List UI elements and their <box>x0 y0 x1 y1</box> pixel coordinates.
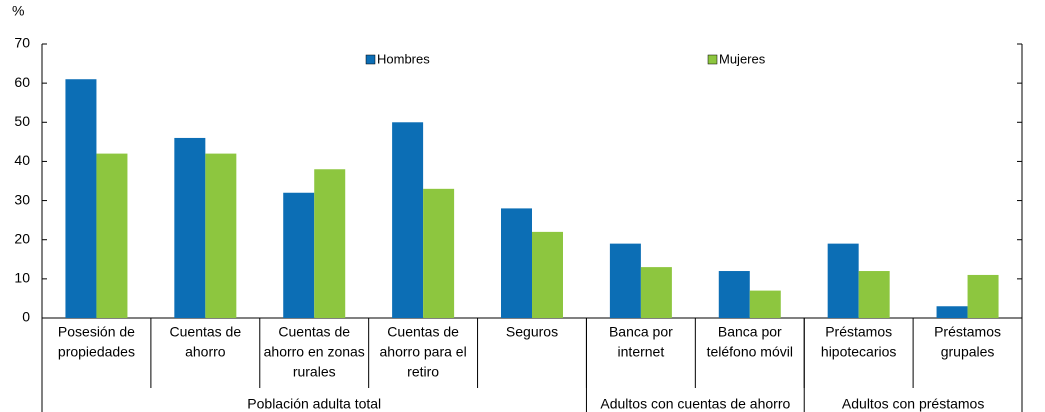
x-tick-label: retiro <box>407 364 439 380</box>
y-tick-label: 50 <box>14 113 30 129</box>
bar <box>501 208 532 318</box>
x-tick-label: Préstamos <box>825 324 892 340</box>
x-tick-label: Préstamos <box>934 324 1001 340</box>
x-tick-label: ahorro para el <box>380 344 467 360</box>
group-label: Adultos con préstamos <box>842 396 984 412</box>
x-tick-label: Cuentas de <box>387 324 459 340</box>
x-tick-label: propiedades <box>58 344 135 360</box>
x-tick-label: Cuentas de <box>278 324 350 340</box>
legend-swatch <box>707 54 718 65</box>
y-tick-label: 30 <box>14 191 30 207</box>
legend-swatch <box>365 54 376 65</box>
legend-label: Hombres <box>377 51 430 66</box>
x-tick-label: grupales <box>941 344 995 360</box>
bar <box>609 243 641 318</box>
y-tick-label: 40 <box>14 152 30 168</box>
x-tick-label: Seguros <box>506 324 558 340</box>
legend-label: Mujeres <box>719 51 766 66</box>
y-tick-label: 60 <box>14 74 30 90</box>
y-tick-label: 10 <box>14 270 30 286</box>
y-unit: % <box>12 3 24 19</box>
x-tick-label: Banca por <box>718 324 782 340</box>
bar <box>65 79 97 318</box>
bar <box>174 137 206 318</box>
x-tick-label: Cuentas de <box>170 324 242 340</box>
bar <box>967 274 999 318</box>
y-tick-label: 0 <box>22 309 30 325</box>
x-tick-label: teléfono móvil <box>707 344 793 360</box>
x-tick-label: Banca por <box>609 324 673 340</box>
x-tick-label: rurales <box>293 364 336 380</box>
bar <box>936 306 968 318</box>
group-label: Adultos con cuentas de ahorro <box>600 396 790 412</box>
bar <box>640 267 672 318</box>
bar <box>392 122 424 319</box>
bar <box>532 231 563 318</box>
x-tick-label: internet <box>618 344 665 360</box>
bar <box>205 153 237 318</box>
bar <box>314 169 346 318</box>
bar <box>96 153 128 318</box>
x-tick-label: ahorro <box>185 344 226 360</box>
y-tick-label: 70 <box>14 35 30 51</box>
bar <box>858 271 890 318</box>
x-tick-label: ahorro en zonas <box>264 344 365 360</box>
bar <box>283 192 315 318</box>
bar <box>827 243 859 318</box>
group-label: Población adulta total <box>247 396 381 412</box>
bar <box>718 271 750 318</box>
y-tick-label: 20 <box>14 230 30 246</box>
x-tick-label: hipotecarios <box>821 344 897 360</box>
x-tick-label: Posesión de <box>58 324 135 340</box>
bar <box>423 188 455 318</box>
bar <box>749 290 781 318</box>
